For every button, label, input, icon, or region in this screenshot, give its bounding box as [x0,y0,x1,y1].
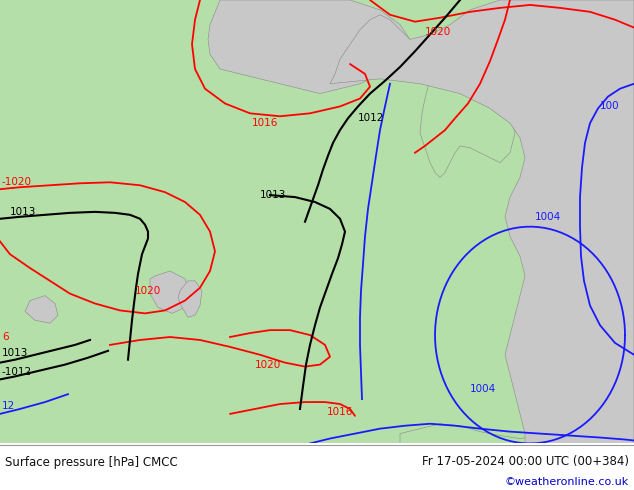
Polygon shape [564,103,625,163]
Text: -1020: -1020 [2,177,32,187]
Text: 1013: 1013 [260,190,287,200]
Polygon shape [178,281,202,318]
Polygon shape [500,8,525,20]
Polygon shape [400,424,634,443]
Text: 1016: 1016 [327,407,353,417]
Polygon shape [420,74,515,177]
Text: -1012: -1012 [2,367,32,376]
Polygon shape [580,389,598,409]
Text: 1012: 1012 [358,113,384,123]
Text: Fr 17-05-2024 00:00 UTC (00+384): Fr 17-05-2024 00:00 UTC (00+384) [422,455,629,467]
Polygon shape [600,350,620,372]
Text: 100: 100 [600,101,619,111]
Text: 12: 12 [2,401,15,411]
Text: ©weatheronline.co.uk: ©weatheronline.co.uk [505,477,629,487]
Polygon shape [562,192,592,229]
Polygon shape [460,43,478,54]
Text: 1013: 1013 [10,207,36,217]
Text: 1020: 1020 [255,360,281,369]
Polygon shape [480,22,500,34]
Polygon shape [0,0,634,443]
Text: 1013: 1013 [2,348,29,358]
Text: Surface pressure [hPa] CMCC: Surface pressure [hPa] CMCC [5,456,178,468]
Polygon shape [208,0,410,94]
Text: 6: 6 [2,332,9,342]
Polygon shape [330,0,634,443]
Text: 1020: 1020 [425,26,451,37]
Text: 1004: 1004 [535,212,561,222]
Polygon shape [582,281,600,318]
Text: 1016: 1016 [252,118,278,128]
Polygon shape [25,295,58,323]
Polygon shape [538,0,634,128]
Text: 1020: 1020 [135,286,161,295]
Text: 1004: 1004 [470,384,496,394]
Polygon shape [150,271,190,314]
